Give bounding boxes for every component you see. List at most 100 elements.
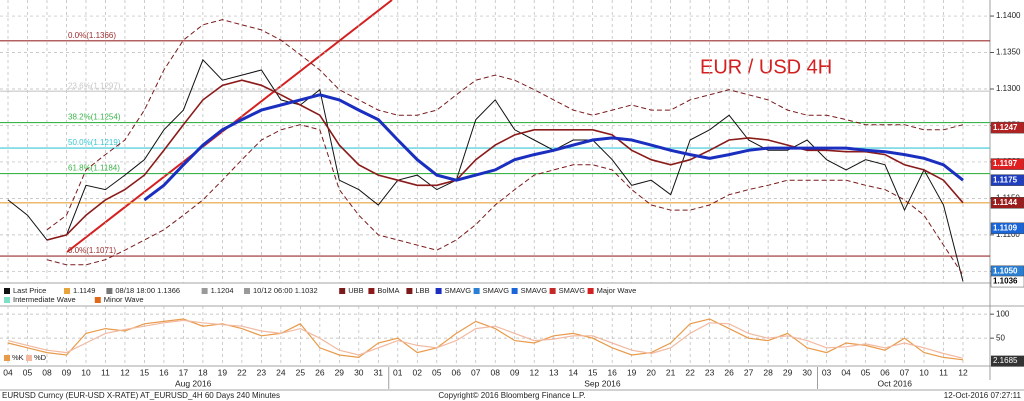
x-tick-label: 30 (354, 367, 364, 377)
x-tick-label: 16 (607, 367, 617, 377)
level-label: 0.0%(1.1366) (68, 31, 116, 40)
x-tick-label: 07 (471, 367, 481, 377)
footer-right: 12-Oct-2016 07:27:11 (944, 391, 1022, 400)
legend-swatch (587, 288, 594, 294)
x-tick-label: 06 (452, 367, 462, 377)
x-tick-label: 14 (568, 367, 578, 377)
legend-swatch (244, 288, 250, 294)
x-tick-label: 10 (81, 367, 91, 377)
x-tick-label: 11 (939, 367, 948, 377)
x-tick-label: 16 (159, 367, 169, 377)
price-label: 1.1144 (993, 198, 1018, 207)
last-value-label: 2.1685 (993, 356, 1018, 365)
price-label: 1.1036 (993, 277, 1018, 286)
y-tick-label: 50 (996, 333, 1005, 342)
legend-label: Minor Wave (104, 295, 144, 304)
x-tick-label: 10 (919, 367, 929, 377)
series-line (7, 58, 964, 282)
legend-swatch (473, 288, 480, 294)
series-line (46, 124, 964, 276)
x-tick-label: 15 (588, 367, 598, 377)
x-tick-label: 30 (802, 367, 812, 377)
y-tick-label: 100 (996, 309, 1010, 318)
price-label-box (990, 197, 1024, 209)
legend-label: SMAVG (483, 286, 510, 295)
series-line (7, 319, 964, 359)
price-label: 1.1247 (993, 123, 1018, 132)
x-tick-label: 29 (335, 367, 345, 377)
legend-swatch (339, 288, 346, 294)
x-tick-label: 19 (218, 367, 228, 377)
series-line (46, 79, 964, 241)
price-label: 1.1175 (993, 175, 1018, 184)
legend-label: Major Wave (597, 286, 637, 295)
level-label: 38.2%(1.1254) (68, 113, 121, 122)
x-tick-label: 26 (315, 367, 325, 377)
x-tick-label: 07 (900, 367, 910, 377)
level-label: 0.0%(1.1071) (68, 246, 116, 255)
x-tick-label: 04 (3, 367, 13, 377)
x-tick-label: 18 (198, 367, 208, 377)
x-tick-label: 04 (841, 367, 851, 377)
price-label: 1.1197 (993, 159, 1018, 168)
level-label: 61.8%(1.1184) (68, 164, 120, 173)
x-tick-label: 21 (666, 367, 676, 377)
legend-label: LBB (415, 286, 429, 295)
footer-left: EURUSD Curncy (EUR-USD X-RATE) AT_EURUSD… (2, 391, 280, 400)
x-tick-label: 25 (296, 367, 306, 377)
x-tick-label: 15 (140, 367, 150, 377)
price-label-box (990, 275, 1024, 288)
x-tick-label: 29 (783, 367, 793, 377)
x-tick-label: 24 (276, 367, 286, 377)
legend-label: BolMA (377, 286, 399, 295)
x-tick-label: 06 (880, 367, 890, 377)
y-tick-label: 1.1100 (996, 230, 1020, 239)
legend-label: UBB (348, 286, 363, 295)
legend-swatch (511, 288, 518, 294)
series-line (46, 19, 964, 231)
x-tick-label: 11 (101, 367, 110, 377)
legend-swatch (549, 288, 556, 294)
x-tick-label: 02 (413, 367, 423, 377)
last-value-box (991, 355, 1024, 367)
legend-swatch (406, 288, 413, 294)
x-tick-label: 05 (861, 367, 871, 377)
legend-swatch (64, 288, 70, 294)
x-tick-label: 13 (549, 367, 559, 377)
x-tick-label: 08 (491, 367, 501, 377)
legend-label: 1.1204 (211, 286, 234, 295)
x-tick-label: 05 (432, 367, 442, 377)
month-label: Oct 2016 (878, 378, 913, 388)
legend-swatch (4, 288, 10, 294)
x-tick-label: 05 (23, 367, 33, 377)
legend-swatch (94, 297, 101, 303)
x-tick-label: 17 (179, 367, 189, 377)
legend-label: SMAVG (559, 286, 586, 295)
price-label-box (990, 121, 1024, 134)
chart-annotation: EUR / USD 4H (700, 56, 832, 78)
x-tick-label: 27 (744, 367, 754, 377)
x-tick-label: 09 (510, 367, 520, 377)
legend-label: Last Price (13, 286, 46, 295)
y-tick-label: 1.1350 (996, 48, 1021, 57)
x-tick-label: 19 (627, 367, 637, 377)
month-label: Aug 2016 (175, 378, 212, 388)
legend-label: 1.1149 (73, 286, 95, 295)
series-line (7, 318, 964, 361)
footer-center: Copyright© 2016 Bloomberg Finance L.P. (438, 391, 585, 400)
level-label: 23.6%(1.1297) (68, 81, 121, 90)
x-tick-label: 28 (763, 367, 773, 377)
x-tick-label: 23 (257, 367, 267, 377)
y-tick-label: 1.1300 (996, 84, 1021, 93)
legend-label: 08/18 18:00 1.1366 (115, 286, 180, 295)
legend-swatch (26, 355, 32, 361)
x-tick-label: 03 (822, 367, 832, 377)
y-tick-label: 1.1400 (996, 11, 1021, 20)
x-tick-label: 20 (646, 367, 656, 377)
x-tick-label: 12 (120, 367, 130, 377)
level-label: 50.0%(1.1219) (68, 138, 121, 147)
series-line (143, 93, 964, 202)
x-tick-label: 26 (724, 367, 734, 377)
price-label-box (990, 158, 1024, 170)
